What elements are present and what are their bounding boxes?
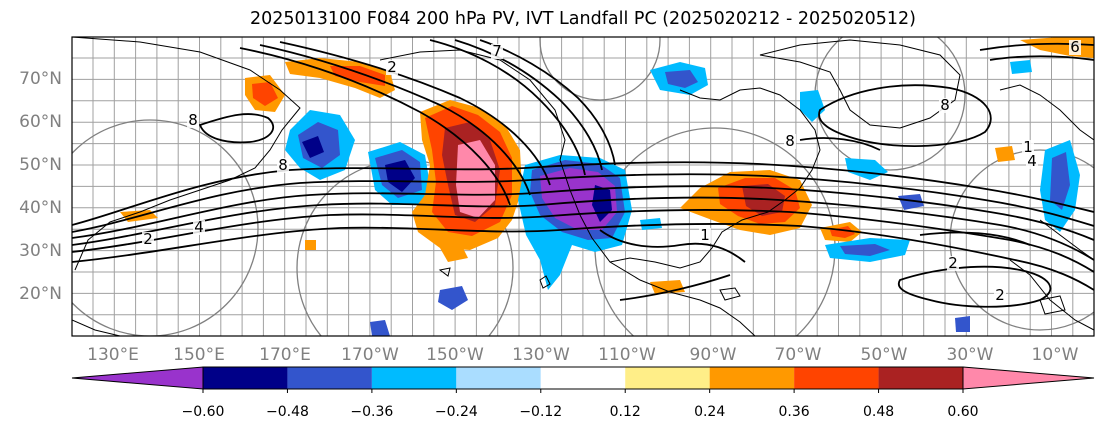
anomaly-patch-neg-atlantic-mid bbox=[840, 244, 890, 256]
contour-label: 2 bbox=[995, 286, 1005, 304]
contour-label-bg bbox=[1022, 140, 1034, 155]
contour-label: 4 bbox=[194, 218, 204, 236]
latitude-labels: 70°N 60°N 50°N 40°N 30°N 20°N bbox=[19, 69, 62, 304]
contour-label: 8 bbox=[940, 96, 950, 114]
contour-label-bg bbox=[994, 288, 1006, 303]
contour-label: 2 bbox=[948, 254, 958, 272]
longitude-label: 170°W bbox=[341, 345, 399, 365]
colorbar-tick-label: 0.36 bbox=[779, 404, 810, 420]
contour-label-bg bbox=[1026, 154, 1038, 169]
longitude-label: 130°E bbox=[87, 345, 139, 365]
colorbar-segment bbox=[540, 367, 626, 389]
latitude-label: 50°N bbox=[19, 155, 62, 175]
anomaly-patch-neg-small-5 bbox=[1010, 60, 1032, 74]
contour-label: 1 bbox=[700, 226, 710, 244]
contour-label: 8 bbox=[278, 156, 288, 174]
anomaly-patch-pos-alaska bbox=[285, 58, 395, 98]
anomaly-patch-neg-europe-mid bbox=[1050, 152, 1070, 210]
colorbar-segment bbox=[456, 367, 541, 389]
colorbar-tick-label: −0.24 bbox=[435, 404, 478, 420]
colorbar-segment bbox=[709, 367, 795, 389]
longitude-label: 150°E bbox=[173, 345, 225, 365]
anomaly-patch-neg-small-3 bbox=[955, 316, 970, 332]
contour-label-bg bbox=[386, 60, 398, 75]
colorbar-tick-labels: −0.60 −0.48 −0.36 −0.24 −0.12 0.12 0.24 0.36 0.4… bbox=[182, 389, 979, 420]
contour-label-bg bbox=[947, 256, 959, 271]
latitude-label: 40°N bbox=[19, 198, 62, 218]
contour-label-bg bbox=[1069, 40, 1081, 55]
latitude-label: 60°N bbox=[19, 112, 62, 132]
longitude-label: 110°W bbox=[598, 345, 656, 365]
map-title: 2025013100 F084 200 hPa PV, IVT Landfall… bbox=[249, 9, 917, 29]
contour-label-bg bbox=[187, 113, 199, 128]
colorbar-tick-label: 0.48 bbox=[863, 404, 894, 420]
anomaly-patch-neg-small-6 bbox=[640, 218, 662, 230]
colorbar-outline bbox=[202, 366, 964, 390]
contour-label-bg bbox=[193, 220, 205, 235]
latitude-label: 30°N bbox=[19, 241, 62, 261]
colorbar-tick-label: −0.36 bbox=[350, 404, 393, 420]
colorbar-segment bbox=[878, 367, 963, 389]
latitude-label: 70°N bbox=[19, 69, 62, 89]
contour-label: 8 bbox=[188, 111, 198, 129]
contour-label-bg bbox=[491, 44, 503, 59]
contour-label-bg bbox=[699, 228, 711, 243]
colorbar-tick-label: 0.60 bbox=[947, 404, 978, 420]
longitude-label: 10°W bbox=[1032, 345, 1079, 365]
anomaly-patch-neg-small-2 bbox=[370, 320, 390, 336]
map-gridlines bbox=[72, 37, 1094, 336]
black-contours bbox=[72, 39, 1094, 308]
anomaly-patch-pos-siberia-mid bbox=[252, 82, 278, 106]
contour-value-labels: 8 4 2 2 8 8 8 4 2 6 1 1 2 7 bbox=[142, 38, 1081, 304]
longitude-label: 70°W bbox=[775, 345, 822, 365]
longitude-label: 50°W bbox=[861, 345, 908, 365]
longitude-labels: 130°E 150°E 170°E 170°W 150°W 130°W 110°W 90°W 7… bbox=[87, 345, 1079, 365]
colorbar-segment bbox=[371, 367, 457, 389]
longitude-label: 90°W bbox=[690, 345, 737, 365]
anomaly-patch-neg-small-4 bbox=[898, 194, 924, 210]
colorbar-over-extension bbox=[962, 366, 1095, 390]
colorbar-segment bbox=[203, 367, 288, 389]
anomaly-patch-neg-kamchatka-dark bbox=[302, 136, 324, 158]
colorbar bbox=[71, 366, 1095, 390]
anomaly-patch-pos-alaska-mid bbox=[330, 66, 385, 86]
contour-label: 4 bbox=[1027, 152, 1037, 170]
colorbar-segment bbox=[794, 367, 879, 389]
contour-label: 7 bbox=[492, 42, 502, 60]
anomaly-patch-pos-small-4 bbox=[995, 146, 1015, 162]
map-frame bbox=[71, 36, 1095, 337]
contour-label-bg bbox=[142, 232, 154, 247]
anomaly-patch-neg-hudson bbox=[800, 90, 825, 122]
anomaly-patch-pos-small-5 bbox=[305, 240, 316, 250]
colorbar-tick-label: 0.24 bbox=[694, 404, 725, 420]
contour-label: 2 bbox=[387, 58, 397, 76]
colorbar-segment bbox=[625, 367, 710, 389]
colorbar-tick-label: −0.60 bbox=[182, 404, 225, 420]
contour-label-bg bbox=[939, 98, 951, 113]
colorbar-tick-label: −0.48 bbox=[266, 404, 309, 420]
anomaly-patch-neg-small-1 bbox=[438, 286, 468, 310]
longitude-label: 130°W bbox=[512, 345, 570, 365]
contour-label-bg bbox=[784, 134, 796, 149]
contour-label-bg bbox=[277, 158, 289, 173]
longitude-label: 170°E bbox=[259, 345, 311, 365]
latitude-label: 20°N bbox=[19, 284, 62, 304]
contour-label: 6 bbox=[1070, 38, 1080, 56]
longitude-label: 30°W bbox=[947, 345, 994, 365]
anomaly-patch-neg-canada-mid bbox=[665, 70, 698, 88]
pv-anomaly-fills bbox=[120, 37, 1094, 336]
contour-label: 2 bbox=[143, 230, 153, 248]
colorbar-under-extension bbox=[71, 366, 204, 390]
anomaly-patch-pos-greenland bbox=[1020, 37, 1094, 58]
anomaly-patch-pos-small-1 bbox=[440, 246, 468, 262]
contour-label: 8 bbox=[785, 132, 795, 150]
colorbar-tick-label: 0.12 bbox=[610, 404, 641, 420]
colorbar-tick-label: −0.12 bbox=[519, 404, 562, 420]
island-outlines bbox=[438, 267, 1066, 315]
longitude-label: 150°W bbox=[426, 345, 484, 365]
contour-label: 1 bbox=[1023, 138, 1033, 156]
anomaly-patch-pos-pacific-max bbox=[456, 140, 495, 218]
colorbar-segment bbox=[287, 367, 372, 389]
